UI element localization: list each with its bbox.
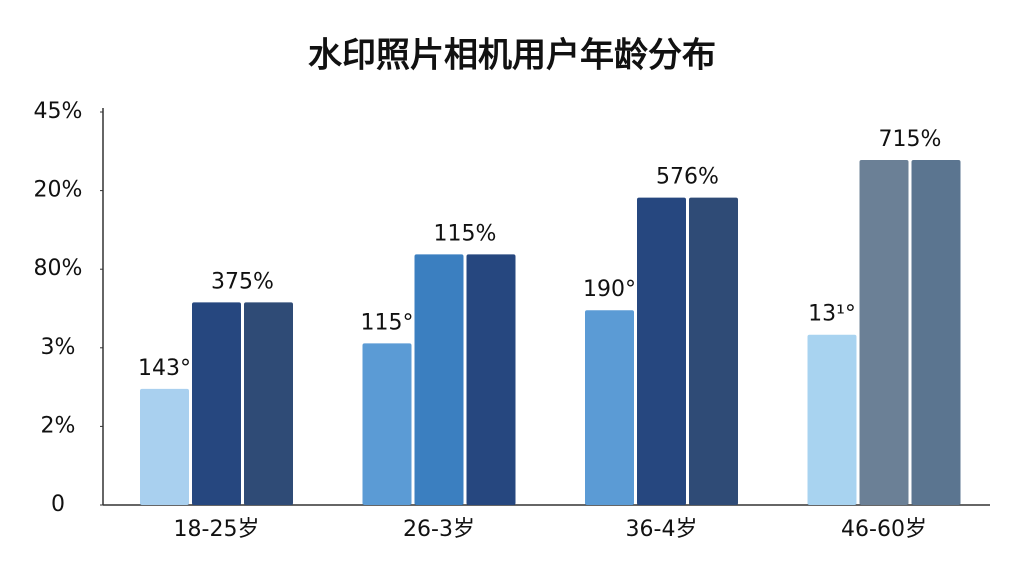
- x-tick-label: 26-3岁: [403, 517, 475, 542]
- data-label: 115%: [434, 221, 497, 246]
- x-tick-label: 36-4岁: [626, 517, 698, 542]
- bar: [414, 254, 464, 505]
- bar: [585, 310, 634, 505]
- y-tick-label: 45%: [34, 99, 83, 124]
- x-tick-label: 46-60岁: [841, 517, 927, 542]
- y-tick-label: 20%: [34, 178, 83, 203]
- bar: [859, 160, 909, 506]
- data-label: 715%: [879, 127, 942, 152]
- bar: [637, 197, 686, 505]
- chart-title: 水印照片相机用户年龄分布: [308, 36, 716, 76]
- data-label: 375%: [211, 269, 274, 294]
- data-label: 115°: [361, 310, 414, 335]
- data-label: 143°: [138, 356, 191, 381]
- bar: [192, 302, 241, 505]
- bar: [807, 334, 857, 505]
- y-tick-label: 0: [51, 492, 65, 517]
- y-tick-label: 3%: [41, 335, 76, 360]
- data-label: 13¹°: [808, 302, 856, 327]
- data-label: 576%: [656, 165, 719, 190]
- bar: [466, 254, 516, 505]
- bar: [911, 160, 961, 506]
- bar: [140, 388, 189, 505]
- bar: [689, 197, 738, 505]
- y-tick-label: 80%: [34, 256, 83, 281]
- x-tick-label: 18-25岁: [174, 517, 260, 542]
- bar: [362, 343, 412, 505]
- y-tick-label: 2%: [41, 413, 76, 438]
- bar: [244, 302, 293, 505]
- data-label: 190°: [583, 277, 636, 302]
